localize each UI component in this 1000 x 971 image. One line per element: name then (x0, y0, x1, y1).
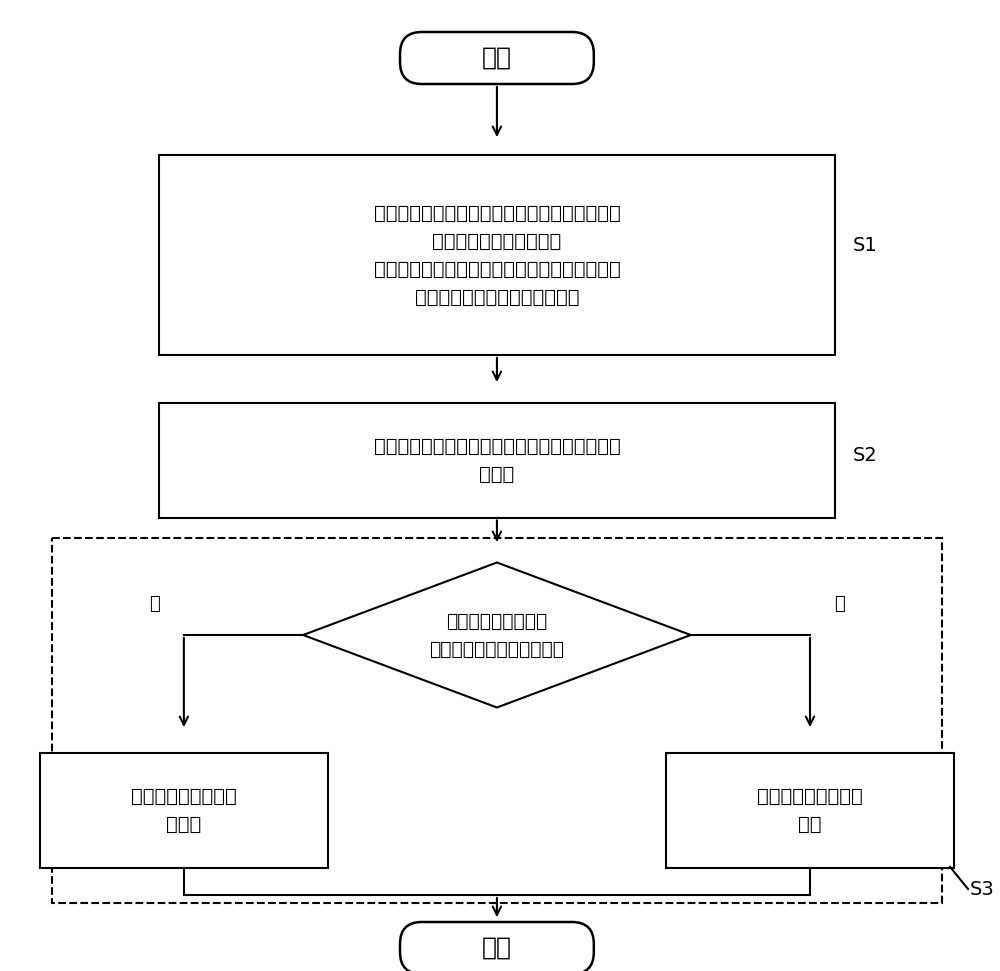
Text: 结束: 结束 (482, 936, 512, 960)
Text: 将换流器的阻抗与换流站直流侧的电容并联得到
换流站的直流侧阻抗，并
将换流站的直流侧阻抗加上输电线的阻抗，得到
整个直流系统的直流侧阻抗模型: 将换流器的阻抗与换流站直流侧的电容并联得到 换流站的直流侧阻抗，并 将换流站的直… (374, 204, 620, 307)
Text: 判断直流侧阻抗的极
点是否在坐标系的右半平面: 判断直流侧阻抗的极 点是否在坐标系的右半平面 (429, 612, 564, 658)
FancyBboxPatch shape (400, 32, 594, 84)
Text: 判定系统直流侧阻抗
不稳定: 判定系统直流侧阻抗 不稳定 (131, 787, 237, 833)
FancyBboxPatch shape (400, 922, 594, 971)
Text: 判定系统直流侧阻抗
稳定: 判定系统直流侧阻抗 稳定 (757, 787, 863, 833)
Bar (666, 753, 954, 867)
Bar (52, 538, 942, 903)
Bar (159, 403, 835, 518)
Text: 根据直流侧阻抗模型在坐标系中绘制直流侧阻抗
的极点: 根据直流侧阻抗模型在坐标系中绘制直流侧阻抗 的极点 (374, 437, 620, 484)
Text: 否: 否 (834, 595, 845, 613)
Bar (40, 753, 328, 867)
Text: 开始: 开始 (482, 46, 512, 70)
Text: S1: S1 (853, 236, 877, 254)
Bar (159, 155, 835, 355)
Polygon shape (303, 562, 691, 708)
Text: S2: S2 (853, 446, 877, 464)
Text: 是: 是 (149, 595, 159, 613)
Text: S3: S3 (970, 880, 995, 898)
